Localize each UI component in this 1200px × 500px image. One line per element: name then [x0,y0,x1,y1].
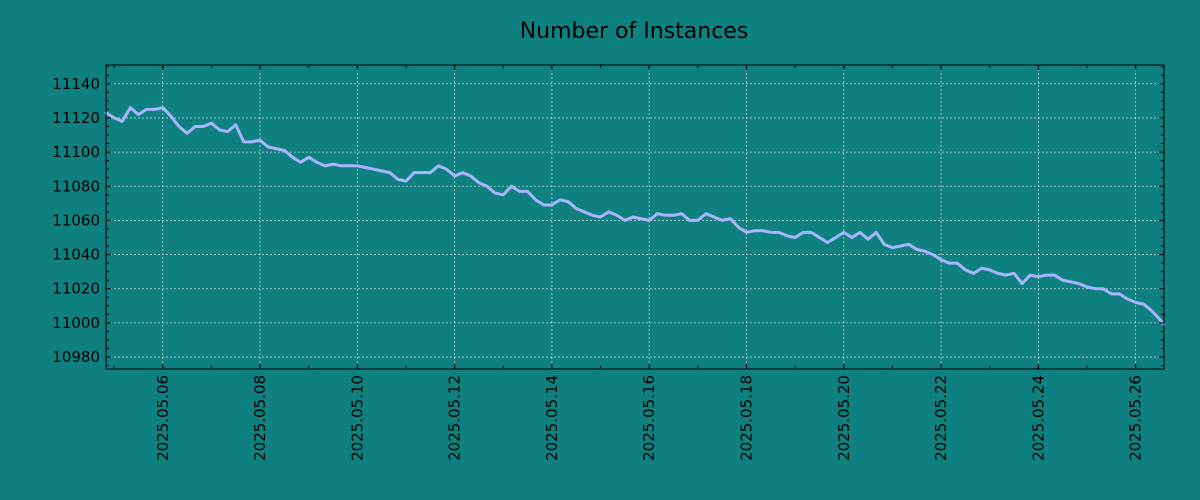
chart-title: Number of Instances [520,19,749,44]
x-tick-label: 2025.05.08 [251,375,269,461]
y-tick-label: 11040 [52,246,100,264]
y-axis: 10980 11000 11020 11040 11060 11080 11100 11120… [52,66,1164,367]
x-tick-label: 2025.05.24 [1029,375,1047,461]
y-tick-label: 11120 [52,109,100,127]
y-tick-label: 11140 [52,75,100,93]
series-layer [104,106,1166,327]
x-tick-label: 2025.05.26 [1127,375,1145,461]
y-tick-label: 11020 [52,280,100,298]
x-tick-label: 2025.05.14 [543,375,561,461]
x-tick-label: 2025.05.22 [932,375,950,461]
x-tick-label: 2025.05.12 [446,375,464,461]
y-tick-label: 10980 [52,348,100,366]
y-tick-label: 11080 [52,177,100,195]
y-tick-label: 11000 [52,314,100,332]
x-axis: 2025.05.06 2025.05.08 2025.05.10 2025.05.12… [113,65,1145,461]
x-tick-label: 2025.05.16 [640,375,658,461]
y-tick-label: 11060 [52,211,100,229]
y-tick-label: 11100 [52,143,100,161]
plot-frame [105,64,1165,370]
x-tick-label: 2025.05.20 [835,375,853,461]
x-tick-label: 2025.05.10 [348,375,366,461]
x-tick-label: 2025.05.06 [154,375,172,461]
x-tick-label: 2025.05.18 [737,375,755,461]
grid-layer [106,65,1164,369]
series-line [104,106,1166,327]
